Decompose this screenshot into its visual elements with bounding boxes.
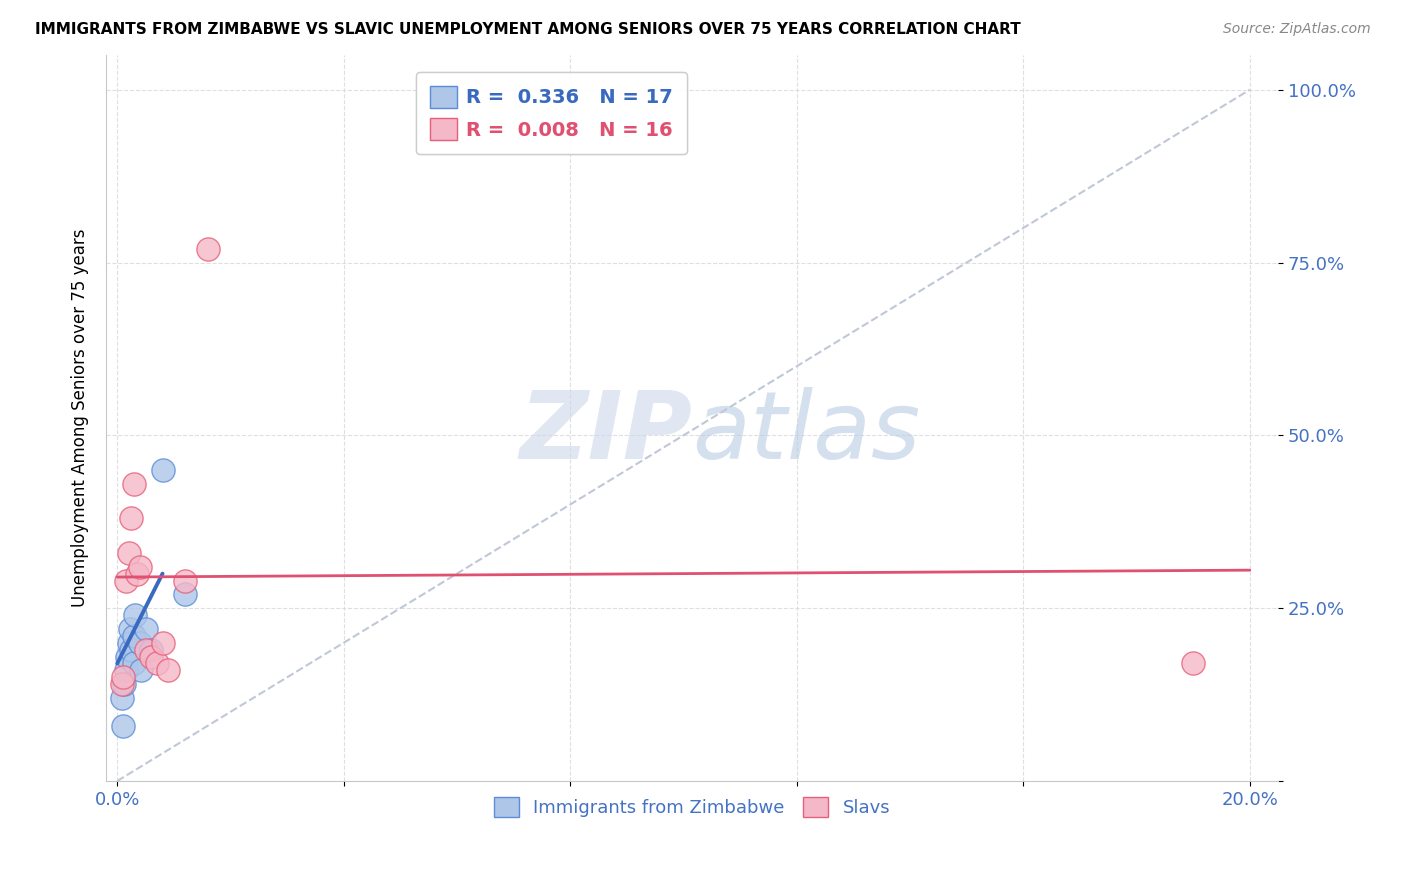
Text: atlas: atlas [692,387,921,478]
Point [128,636,150,650]
Point [118,622,141,636]
Point [120,511,142,525]
Point [125,566,148,581]
Point [174,587,197,601]
Point [129,664,152,678]
Point [114,664,136,678]
Point [141,642,163,657]
Point [122,476,145,491]
Text: ZIP: ZIP [519,386,692,479]
Point [157,664,180,678]
Point [114,574,136,588]
Point [174,574,197,588]
Point [111,691,134,706]
Point [117,546,139,560]
Point [111,719,134,733]
Point [122,629,145,643]
Point [152,636,174,650]
Point [117,636,139,650]
Point [135,642,157,657]
Point [112,677,135,691]
Point [117,649,139,664]
Point [197,242,219,256]
Point [120,642,142,657]
Point [124,608,146,623]
Point [146,657,169,671]
Point [1182,657,1205,671]
Point [111,670,134,684]
Legend: Immigrants from Zimbabwe, Slavs: Immigrants from Zimbabwe, Slavs [485,788,900,826]
Text: IMMIGRANTS FROM ZIMBABWE VS SLAVIC UNEMPLOYMENT AMONG SENIORS OVER 75 YEARS CORR: IMMIGRANTS FROM ZIMBABWE VS SLAVIC UNEMP… [35,22,1021,37]
Point [122,657,145,671]
Point [152,463,174,477]
Point [141,649,163,664]
Point [128,559,150,574]
Point [111,677,134,691]
Y-axis label: Unemployment Among Seniors over 75 years: Unemployment Among Seniors over 75 years [72,229,89,607]
Text: Source: ZipAtlas.com: Source: ZipAtlas.com [1223,22,1371,37]
Point [135,622,157,636]
